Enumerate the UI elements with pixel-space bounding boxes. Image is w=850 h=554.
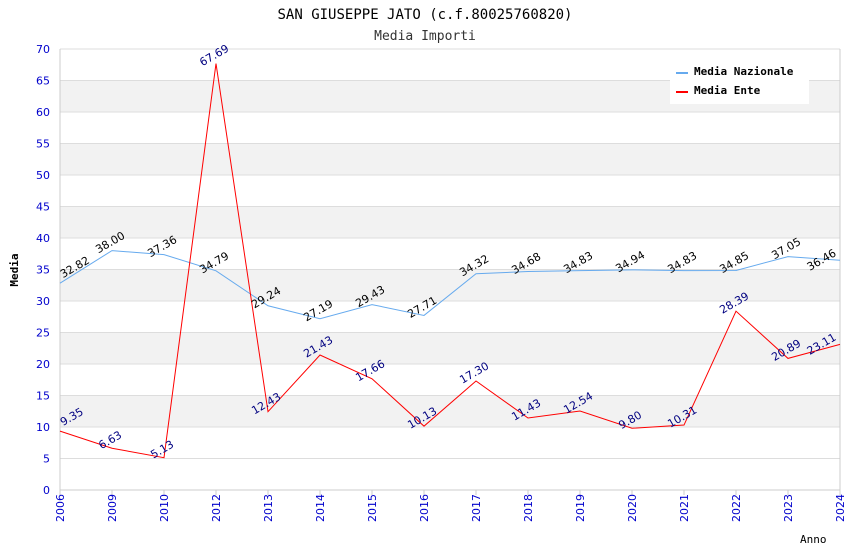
y-tick-label: 30 — [36, 295, 50, 308]
x-tick-label: 2010 — [158, 494, 171, 522]
chart-subtitle: Media Importi — [374, 29, 476, 44]
x-tick-label: 2024 — [834, 494, 847, 522]
x-tick-label: 2015 — [366, 494, 379, 522]
data-label: 67.69 — [197, 42, 231, 69]
x-tick-label: 2021 — [678, 494, 691, 522]
y-tick-label: 55 — [36, 138, 50, 151]
y-tick-label: 5 — [43, 453, 50, 466]
x-tick-label: 2017 — [470, 494, 483, 522]
x-axis-label: Anno — [800, 533, 827, 546]
x-tick-label: 2019 — [574, 494, 587, 522]
grid-band — [60, 269, 840, 301]
y-tick-label: 15 — [36, 390, 50, 403]
x-tick-label: 2016 — [418, 494, 431, 522]
chart-title: SAN GIUSEPPE JATO (c.f.80025760820) — [277, 7, 572, 23]
y-tick-label: 65 — [36, 75, 50, 88]
x-tick-label: 2022 — [730, 494, 743, 522]
x-tick-label: 2012 — [210, 494, 223, 522]
y-axis-label: Media — [8, 253, 21, 286]
grid-band — [60, 332, 840, 364]
y-tick-label: 40 — [36, 232, 50, 245]
grid-band — [60, 395, 840, 427]
y-tick-label: 35 — [36, 264, 50, 277]
legend: Media Nazionale Media Ente — [670, 59, 809, 104]
y-tick-label: 60 — [36, 106, 50, 119]
y-tick-label: 25 — [36, 327, 50, 340]
y-tick-label: 0 — [43, 484, 50, 497]
y-tick-label: 45 — [36, 201, 50, 214]
legend-box — [670, 59, 809, 104]
y-tick-label: 50 — [36, 169, 50, 182]
data-label: 37.05 — [769, 235, 803, 262]
x-tick-label: 2020 — [626, 494, 639, 522]
x-tick-label: 2018 — [522, 494, 535, 522]
grid-band — [60, 143, 840, 175]
x-tick-label: 2013 — [262, 494, 275, 522]
grid-band — [60, 206, 840, 238]
legend-label-ente: Media Ente — [694, 84, 761, 97]
x-tick-label: 2009 — [106, 494, 119, 522]
x-tick-label: 2023 — [782, 494, 795, 522]
y-tick-label: 10 — [36, 421, 50, 434]
y-tick-label: 20 — [36, 358, 50, 371]
series-line-ente — [59, 63, 841, 459]
y-tick-label: 70 — [36, 43, 50, 56]
legend-label-nazionale: Media Nazionale — [694, 65, 794, 78]
data-label: 5.13 — [148, 438, 176, 462]
data-label: 6.63 — [96, 428, 124, 452]
x-tick-label: 2006 — [54, 494, 67, 522]
x-tick-label: 2014 — [314, 494, 327, 522]
